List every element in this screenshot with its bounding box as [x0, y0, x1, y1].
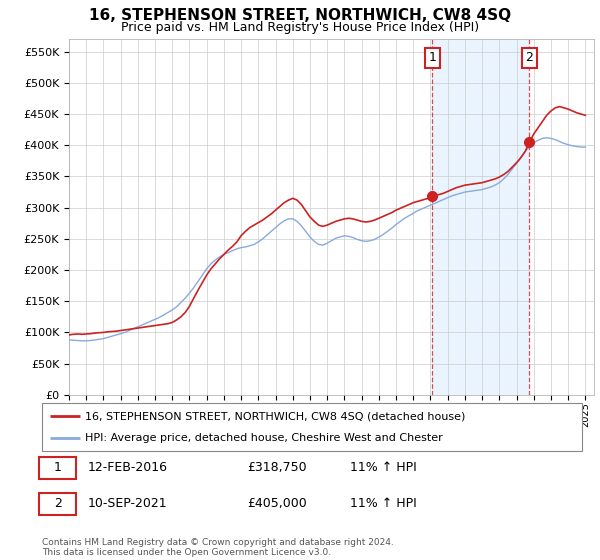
- Text: Contains HM Land Registry data © Crown copyright and database right 2024.
This d: Contains HM Land Registry data © Crown c…: [42, 538, 394, 557]
- Text: 16, STEPHENSON STREET, NORTHWICH, CW8 4SQ (detached house): 16, STEPHENSON STREET, NORTHWICH, CW8 4S…: [85, 411, 466, 421]
- FancyBboxPatch shape: [42, 403, 582, 451]
- Text: 12-FEB-2016: 12-FEB-2016: [88, 461, 168, 474]
- Text: £405,000: £405,000: [247, 497, 307, 510]
- Text: 11% ↑ HPI: 11% ↑ HPI: [350, 461, 416, 474]
- Bar: [432, 39, 529, 395]
- Text: 2: 2: [526, 52, 533, 64]
- Text: 2: 2: [54, 497, 62, 510]
- FancyBboxPatch shape: [40, 493, 76, 515]
- Text: HPI: Average price, detached house, Cheshire West and Chester: HPI: Average price, detached house, Ches…: [85, 433, 443, 443]
- Text: 16, STEPHENSON STREET, NORTHWICH, CW8 4SQ: 16, STEPHENSON STREET, NORTHWICH, CW8 4S…: [89, 8, 511, 24]
- Text: 1: 1: [428, 52, 436, 64]
- FancyBboxPatch shape: [40, 457, 76, 479]
- Text: £318,750: £318,750: [247, 461, 307, 474]
- Text: Price paid vs. HM Land Registry's House Price Index (HPI): Price paid vs. HM Land Registry's House …: [121, 21, 479, 34]
- Text: 1: 1: [54, 461, 62, 474]
- Text: 11% ↑ HPI: 11% ↑ HPI: [350, 497, 416, 510]
- Text: 10-SEP-2021: 10-SEP-2021: [88, 497, 167, 510]
